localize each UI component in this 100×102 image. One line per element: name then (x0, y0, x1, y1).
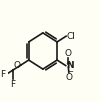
Text: +: + (65, 61, 71, 67)
Text: O: O (65, 73, 72, 82)
Text: Cl: Cl (67, 32, 76, 41)
Text: N: N (66, 61, 74, 70)
Text: F: F (0, 70, 5, 79)
Text: −: − (68, 69, 73, 75)
Text: O: O (64, 49, 71, 58)
Text: F: F (10, 80, 16, 89)
Text: O: O (13, 61, 20, 70)
